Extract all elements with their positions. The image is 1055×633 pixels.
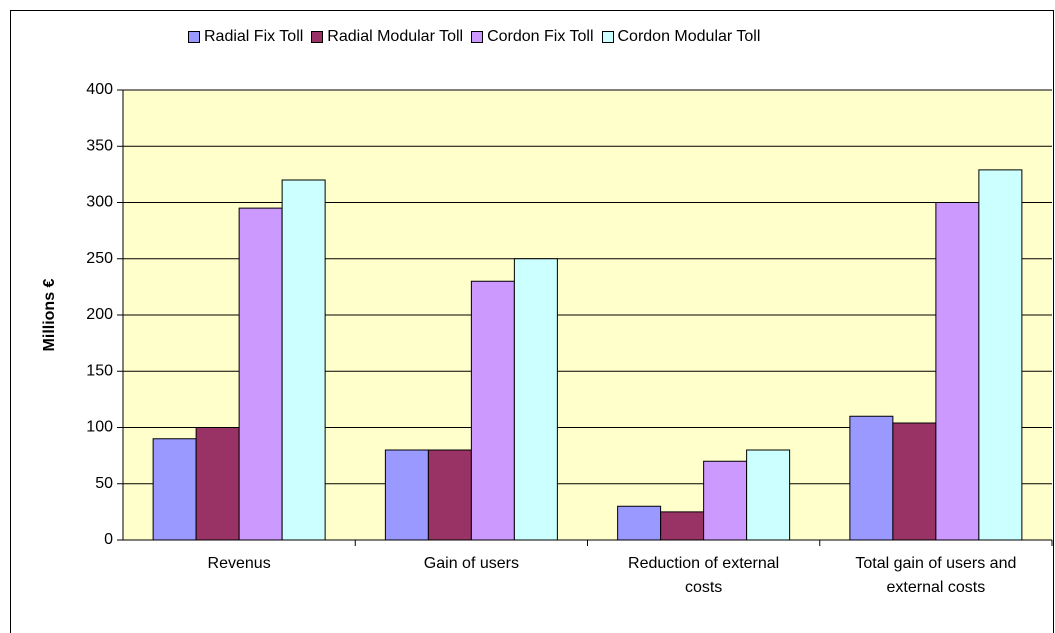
y-tick-label: 150 [86, 362, 113, 379]
bar [703, 460, 748, 541]
bar [849, 415, 894, 541]
x-tick-label: Reduction of external costs [628, 555, 780, 596]
y-tick-label: 300 [86, 194, 113, 211]
bar [152, 438, 197, 541]
bar [195, 427, 240, 541]
legend-swatch [311, 31, 324, 43]
bar [892, 422, 937, 541]
y-tick-label: 100 [86, 419, 113, 436]
bar [513, 258, 558, 541]
legend-label: Cordon Fix Toll [487, 28, 594, 45]
bar [281, 179, 326, 541]
bar [384, 449, 429, 541]
y-tick-label: 200 [86, 306, 113, 323]
bar [617, 505, 662, 541]
bar [935, 202, 980, 541]
legend-item: Radial Modular Toll [311, 28, 463, 46]
y-tick-label: 350 [86, 137, 113, 154]
legend-swatch [471, 31, 484, 43]
x-tick-label: Gain of users [423, 555, 519, 572]
legend-swatch [188, 31, 200, 43]
legend-swatch [601, 31, 614, 43]
legend-label: Cordon Modular Toll [617, 28, 761, 45]
y-tick-label: 250 [86, 250, 113, 267]
x-tick-label: Revenus [207, 555, 271, 572]
legend: Radial Fix Toll Radial Modular Toll Cordon… [188, 28, 760, 46]
x-tick-label: Total gain of users and external costs [855, 555, 1017, 596]
bar [978, 169, 1023, 541]
legend-label: Radial Fix Toll [204, 28, 304, 45]
chart-border [10, 10, 1054, 633]
legend-item: Radial Fix Toll [188, 28, 303, 46]
legend-item: Cordon Fix Toll [471, 28, 594, 46]
bar [746, 449, 791, 541]
bar [660, 511, 705, 541]
y-axis-title: Millions € [41, 278, 58, 351]
bar [238, 207, 283, 541]
legend-item: Cordon Modular Toll [601, 28, 761, 46]
bar [470, 280, 515, 541]
legend-label: Radial Modular Toll [327, 28, 464, 45]
bar [427, 449, 472, 541]
y-tick-label: 0 [104, 531, 113, 548]
y-tick-label: 50 [95, 475, 113, 492]
y-tick-label: 400 [86, 81, 113, 98]
